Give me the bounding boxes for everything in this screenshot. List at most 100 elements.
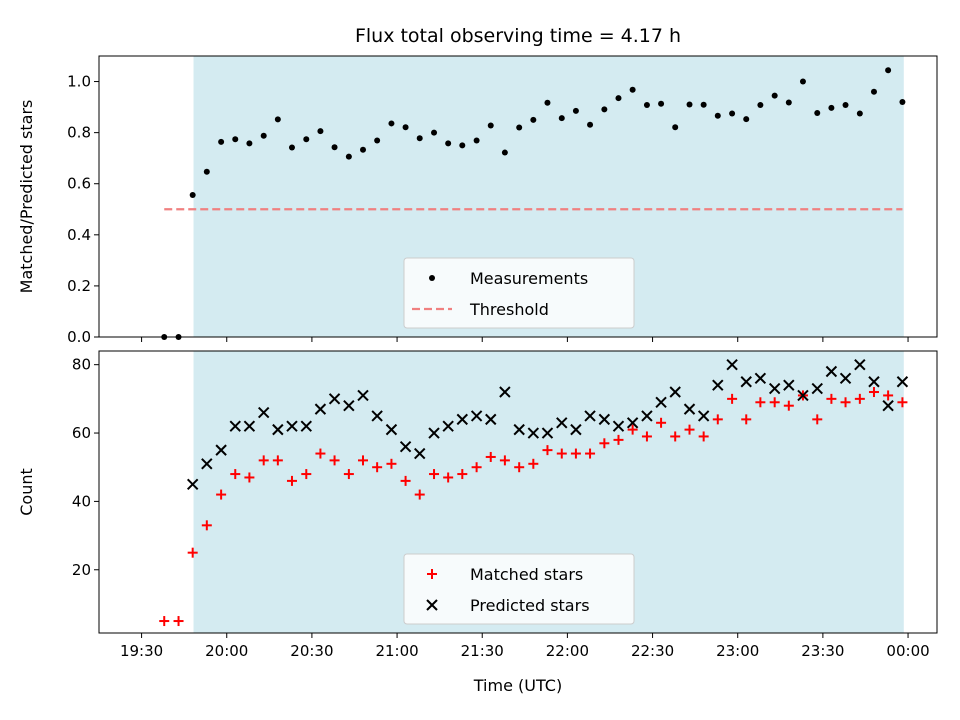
measurement-point (785, 99, 792, 106)
matched-stars-point (485, 451, 496, 462)
measurement-point (629, 86, 636, 93)
x-b (683, 403, 696, 415)
matched-stars-point (329, 455, 340, 466)
predicted-stars-point (485, 413, 497, 426)
x-b (456, 413, 469, 426)
matched-stars-point (258, 455, 269, 466)
matched-stars-point (173, 616, 184, 627)
measurement-point (672, 124, 679, 131)
plot-frame (98, 350, 938, 634)
matched-stars-point (727, 393, 738, 404)
measurement-point (558, 115, 565, 122)
predicted-stars-point (854, 358, 866, 371)
measurement-point (303, 136, 310, 143)
predicted-stars-point (641, 410, 653, 422)
legend-label: Measurements (470, 269, 588, 288)
predicted-stars-point (357, 389, 369, 402)
y-tick-label: 0.2 (67, 277, 91, 295)
matched-stars-point (358, 455, 369, 466)
predicted-stars-point (740, 376, 752, 388)
measurement-point (799, 78, 806, 85)
predicted-stars-point (797, 389, 809, 402)
legend-entry-measurements: Measurements (429, 269, 588, 288)
x-b (186, 478, 199, 491)
measurement-point (459, 142, 466, 149)
x-b (854, 358, 866, 371)
legend-box (403, 553, 635, 625)
matched-stars-point (159, 616, 170, 627)
legend-x-b (426, 599, 438, 611)
x-b (896, 376, 909, 388)
x-b (215, 444, 227, 456)
x-b (641, 410, 653, 422)
measurement-point (473, 137, 480, 144)
predicted-stars-point (754, 372, 767, 385)
matched-stars-point (570, 448, 581, 459)
y-tick-label: 0.4 (67, 226, 91, 244)
x-b (257, 406, 270, 419)
predicted-stars-point (229, 420, 241, 432)
matched-stars-point (627, 424, 638, 435)
matched-stars-point (741, 414, 752, 425)
matched-stars-point (343, 469, 354, 480)
predicted-stars-point (783, 379, 795, 391)
matched-stars-point (712, 414, 723, 425)
matched-stars-point (457, 469, 468, 480)
predicted-stars-point (882, 399, 894, 412)
measurement-point (771, 92, 778, 99)
matched-stars-point (542, 445, 553, 456)
measurement-point (885, 67, 892, 74)
y-axis-label: Count (17, 468, 36, 516)
predicted-stars-point (896, 376, 909, 388)
measurement-point (729, 110, 736, 117)
x-b (783, 379, 795, 391)
predicted-stars-point (839, 372, 852, 385)
y-axis-label: Matched/Predicted stars (17, 100, 36, 294)
predicted-stars-point (399, 441, 412, 453)
measurement-point (331, 144, 338, 151)
measurement-point (714, 112, 721, 119)
matched-stars-point (315, 448, 326, 459)
legend-box (403, 257, 635, 329)
y-tick-label: 1.0 (67, 73, 91, 91)
measurement-point (218, 138, 225, 145)
matched-stars-point (684, 424, 695, 435)
measurement-point (572, 107, 579, 114)
x-b (527, 427, 540, 439)
x-b (272, 423, 284, 436)
x-b (868, 376, 880, 388)
matched-stars-point (187, 547, 198, 558)
measurement-point (402, 124, 409, 131)
y-tick-label: 0.0 (67, 328, 91, 346)
y-tick-label: 0.6 (67, 175, 91, 193)
predicted-stars-point (626, 417, 639, 429)
measurement-point (814, 109, 821, 116)
predicted-stars-point (442, 420, 454, 432)
x-b (513, 423, 525, 436)
x-b (556, 417, 568, 429)
predicted-stars-point (343, 399, 355, 412)
measurement-point (743, 116, 750, 123)
x-b (754, 372, 767, 385)
matched-stars-point (244, 472, 255, 483)
x-b (300, 420, 312, 432)
measurement-point (615, 95, 622, 102)
x-b (612, 420, 625, 432)
ratio-panel: 0.0 0.2 0.4 0.6 0.8 1.0 Matched/Predicted star… (17, 25, 938, 346)
matched-stars-point (429, 469, 440, 480)
matched-stars-point (201, 520, 212, 531)
measurement-point (601, 106, 608, 113)
measurement-point (232, 136, 239, 143)
predicted-stars-point (215, 444, 227, 456)
x-b (825, 365, 838, 378)
x-tick-label: 19:30 (120, 642, 163, 660)
predicted-stars-point (598, 413, 611, 426)
matched-stars-point (272, 455, 283, 466)
matched-stars-point (783, 400, 794, 411)
predicted-stars-point (612, 420, 625, 432)
legend-label: Predicted stars (470, 596, 590, 615)
predicted-stars-point (328, 393, 341, 405)
matched-stars-point (400, 475, 411, 486)
x-tick-label: 00:00 (886, 642, 929, 660)
